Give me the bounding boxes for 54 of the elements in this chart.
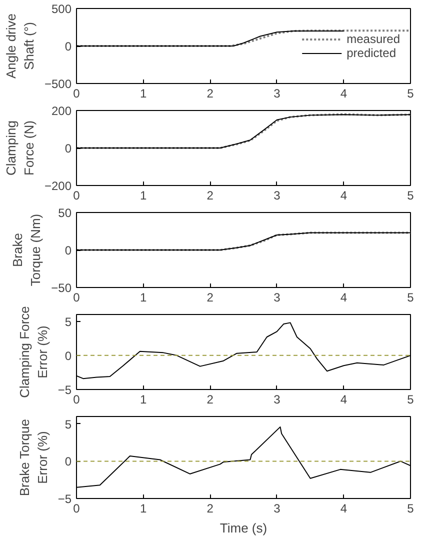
x-tick-label: 4 — [340, 392, 348, 406]
x-tick-label: 0 — [73, 188, 80, 202]
x-tick-label: 1 — [140, 86, 147, 100]
x-tick-label: 4 — [340, 502, 348, 516]
x-tick-label: 4 — [340, 290, 348, 304]
y-tick-label: 5 — [64, 417, 72, 432]
x-tick-label: 2 — [206, 392, 214, 406]
y-tick-label: 0 — [64, 348, 72, 363]
y-axis-title: Angle drive Shaft (°) — [3, 13, 36, 79]
y-tick-label: 0 — [64, 142, 72, 156]
x-tick-label: 1 — [140, 392, 147, 406]
x-tick-label: 5 — [407, 392, 414, 406]
x-tick-label: 0 — [73, 392, 80, 406]
x-tick-label: 0 — [73, 86, 80, 100]
x-tick-label: 1 — [140, 290, 147, 304]
x-axis-title: Time (s) — [220, 520, 268, 536]
y-tick-label: −5 — [58, 383, 72, 397]
y-tick-label: 500 — [51, 2, 72, 16]
y-axis-title: Brake Torque (Nm) — [10, 214, 44, 286]
x-tick-label: 3 — [274, 188, 281, 202]
x-tick-label: 0 — [73, 290, 80, 304]
x-tick-label: 3 — [274, 290, 281, 304]
y-tick-label: 200 — [51, 104, 72, 118]
x-tick-label: 5 — [407, 502, 414, 516]
x-tick-label: 3 — [274, 502, 281, 516]
y-axis-title: Clamping Force Error (%) — [16, 306, 50, 398]
y-tick-label: −5 — [58, 492, 72, 506]
y-tick-label: −500 — [44, 77, 72, 91]
y-tick-label: 0 — [64, 244, 72, 258]
line-series — [76, 30, 410, 47]
x-tick-label: 4 — [340, 188, 348, 202]
x-tick-label: 5 — [407, 290, 414, 304]
x-tick-label: 2 — [206, 502, 214, 516]
x-tick-label: 1 — [140, 502, 147, 516]
legend-label: predicted — [346, 46, 396, 60]
x-tick-label: 2 — [206, 290, 214, 304]
x-tick-label: 1 — [140, 188, 147, 202]
y-tick-label: −200 — [44, 179, 72, 193]
x-tick-label: 2 — [206, 86, 214, 100]
y-axis-title: Brake Torque Error (%) — [16, 419, 50, 496]
x-tick-label: 5 — [407, 188, 414, 202]
x-tick-label: 4 — [340, 86, 348, 100]
y-tick-label: −50 — [51, 281, 72, 295]
x-tick-label: 0 — [73, 502, 80, 516]
y-tick-label: 5 — [64, 314, 72, 329]
y-tick-label: 0 — [64, 454, 72, 469]
x-tick-label: 3 — [274, 392, 281, 406]
x-tick-label: 2 — [206, 188, 214, 202]
y-tick-label: 0 — [64, 40, 72, 54]
x-tick-label: 5 — [407, 86, 414, 100]
y-tick-label: 50 — [58, 206, 72, 220]
x-tick-label: 3 — [274, 86, 281, 100]
y-axis-title: Clamping Force (N) — [3, 120, 36, 176]
legend-label: measured — [346, 32, 400, 46]
